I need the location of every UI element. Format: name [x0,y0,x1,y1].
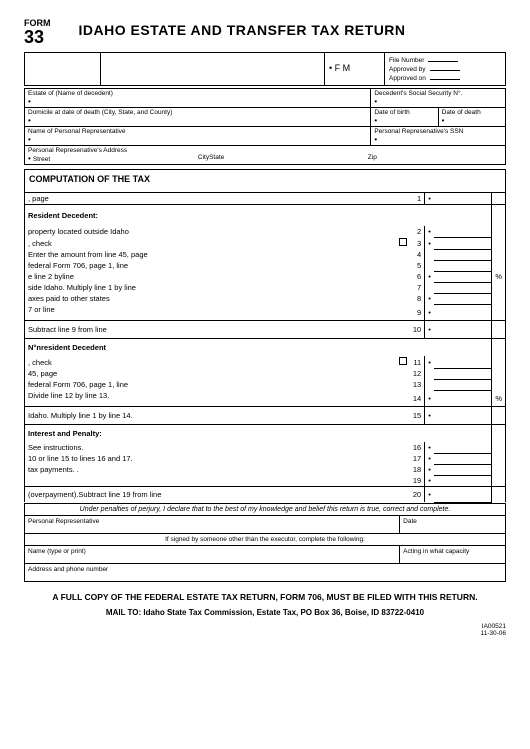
row-6-desc: e line 2 byline [25,271,396,282]
sig-name-cell: Name (type or print) [25,545,400,563]
footer-meta: IA00521 11-30-06 [24,623,506,637]
row-8-num: 8 [410,293,425,304]
row-7-num: 7 [410,282,425,293]
approved-by-label: Approved by [389,66,426,73]
sig-addr-cell: Address and phone number [25,563,506,581]
domicile-cell: Domicile at date of death (City, State, … [25,108,371,127]
row-13-desc: federal Form 706, page 1, line [25,379,396,390]
row-9-desc: 7 or line [25,304,396,321]
top-grid: • F M File Number Approved by Approved o… [24,52,506,86]
row-14-num: 14 [410,390,425,407]
row-7-desc: side Idaho. Multiply line 1 by line [25,282,396,293]
row-2-desc: property located outside Idaho [25,226,396,237]
row-10-desc: Subtract line 9 from line [25,321,396,339]
rep-addr-cell: Personal Represenative's Address Street … [25,146,506,165]
dod-cell: Date of death [438,108,505,127]
row-4-num: 4 [410,249,425,260]
interest-header: Interest and Penalty: [25,425,396,443]
row-11-num: 11 [410,356,425,368]
pct-6: % [492,271,506,282]
row-2-num: 2 [410,226,425,237]
header: FORM 33 IDAHO ESTATE AND TRANSFER TAX RE… [24,18,506,46]
row-15-num: 15 [410,407,425,425]
row-1-num: 1 [410,193,425,205]
fm-cell: • F M [325,53,385,85]
rep-addr-label: Personal Represenative's Address [28,147,502,154]
row-17-desc: 10 or line 15 to lines 16 and 17. [25,453,396,464]
row-13-num: 13 [410,379,425,390]
row-15-desc: Idaho. Multiply line 1 by line 14. [25,407,396,425]
sig-rep-cell: Personal Representative [25,515,400,533]
estate-of-label: Estate of (Name of decedent) [28,90,367,97]
row-12-desc: 45, page [25,368,396,379]
sig-date-cell: Date [400,515,506,533]
form-block: FORM 33 [24,18,51,46]
row-6-num: 6 [410,271,425,282]
row-19-desc [25,475,396,487]
computation-header: COMPUTATION OF THE TAX [24,169,506,192]
ssn-label: Decedent's Social Security N°. [374,90,502,97]
row-9-num: 9 [410,304,425,321]
sig-capacity-cell: Acting in what capacity [400,545,506,563]
row-17-num: 17 [410,453,425,464]
row-16-num: 16 [410,442,425,453]
row-5-num: 5 [410,260,425,271]
ssn-cell: Decedent's Social Security N°. [371,89,506,108]
row-16-desc: See instructions. [25,442,396,453]
computation-table: , page1• Resident Decedent: property loc… [24,192,506,503]
row-3-desc: , check [25,237,396,249]
topgrid-cell-1 [25,53,101,85]
approved-on-label: Approved on [389,75,426,82]
estate-of-cell: Estate of (Name of decedent) [25,89,371,108]
domicile-label: Domicile at date of death (City, State, … [28,109,367,116]
pct-14: % [492,390,506,407]
rep-name-label: Name of Personal Representative [28,128,367,135]
row-19-num: 19 [410,475,425,487]
rep-name-cell: Name of Personal Representative [25,127,371,146]
footer-line-1: A FULL COPY OF THE FEDERAL ESTATE TAX RE… [24,592,506,602]
checkbox-11[interactable] [399,357,407,365]
signature-table: Personal Representative Date If signed b… [24,515,506,582]
dod-label: Date of death [442,109,502,116]
row-8-desc: axes paid to other states [25,293,396,304]
page-title: IDAHO ESTATE AND TRANSFER TAX RETURN [79,22,406,38]
perjury-statement: Under penalties of perjury, I declare th… [24,503,506,515]
file-number-label: File Number [389,57,424,64]
citystate-label: CityState [198,154,364,163]
form-page: FORM 33 IDAHO ESTATE AND TRANSFER TAX RE… [0,0,530,749]
footer-code: IA00521 [24,623,506,630]
row-20-desc: (overpayment).Subtract line 19 from line [25,487,396,503]
row-18-num: 18 [410,464,425,475]
row-10-num: 10 [410,321,425,339]
footer-line-2: MAIL TO: Idaho State Tax Commission, Est… [24,608,506,617]
resident-header: Resident Decedent: [25,205,396,227]
info-table: Estate of (Name of decedent) Decedent's … [24,88,506,165]
footer-date: 11-30-06 [24,630,506,637]
row-4-desc: Enter the amount from line 45, page [25,249,396,260]
row-14-desc: Divide line 12 by line 13. [25,390,396,407]
dob-cell: Date of birth [371,108,438,127]
row-11-desc: , check [25,356,396,368]
dob-label: Date of birth [374,109,434,116]
rep-ssn-cell: Personal Represenative's SSN [371,127,506,146]
zip-label: Zip [368,154,377,163]
street-label: Street [28,154,194,163]
nonresident-header: N°nresident Decedent [25,339,396,357]
row-18-desc: tax payments. . [25,464,396,475]
topgrid-cell-2 [101,53,325,85]
sig-note: If signed by someone other than the exec… [25,533,506,545]
row-1-desc: , page [25,193,396,205]
row-12-num: 12 [410,368,425,379]
row-3-num: 3 [410,237,425,249]
form-number: 33 [24,28,51,46]
approval-cell: File Number Approved by Approved on [385,53,505,85]
checkbox-3[interactable] [399,238,407,246]
row-5-desc: federal Form 706, page 1, line [25,260,396,271]
rep-ssn-label: Personal Represenative's SSN [374,128,502,135]
row-20-num: 20 [410,487,425,503]
